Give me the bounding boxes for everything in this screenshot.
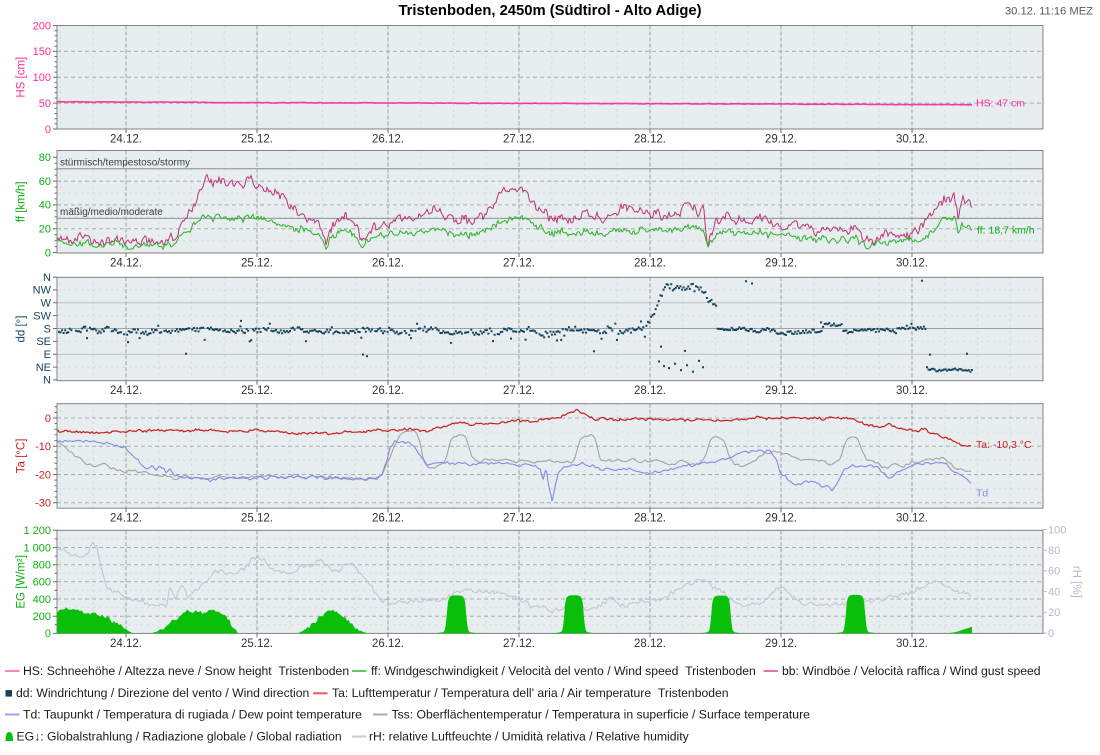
svg-text:24.12.: 24.12. [110, 258, 142, 270]
svg-text:ff: 18,7 km/h: ff: 18,7 km/h [977, 225, 1035, 237]
svg-text:NW: NW [33, 285, 52, 297]
svg-text:28.12.: 28.12. [634, 513, 666, 525]
svg-text:E: E [44, 349, 51, 361]
svg-text:24.12.: 24.12. [110, 513, 142, 525]
svg-text:27.12.: 27.12. [503, 385, 535, 397]
svg-text:HS [cm]: HS [cm] [16, 57, 28, 98]
svg-text:200: 200 [33, 611, 51, 623]
svg-text:1 000: 1 000 [23, 542, 51, 554]
svg-text:dd: Windrichtung / Direzione d: dd: Windrichtung / Direzione del vento /… [16, 686, 309, 700]
svg-text:60: 60 [1048, 566, 1060, 578]
svg-text:24.12.: 24.12. [110, 134, 142, 146]
svg-text:30.12.: 30.12. [896, 134, 928, 146]
svg-text:0: 0 [45, 124, 51, 136]
svg-text:27.12.: 27.12. [503, 638, 535, 650]
svg-text:N: N [43, 272, 51, 284]
svg-text:Tss: Oberflächentemperatur / T: Tss: Oberflächentemperatur / Temperatura… [392, 707, 811, 721]
svg-text:40: 40 [1048, 586, 1060, 598]
svg-text:26.12.: 26.12. [372, 513, 404, 525]
svg-text:Ta [°C]: Ta [°C] [16, 439, 28, 474]
svg-text:Td: Taupunkt / Temperatura di: Td: Taupunkt / Temperatura di rugiada / … [23, 707, 362, 721]
svg-text:Td: Td [976, 488, 988, 500]
svg-text:0: 0 [45, 247, 51, 259]
svg-text:80: 80 [1048, 545, 1060, 557]
svg-text:150: 150 [33, 46, 51, 58]
svg-text:HS: 47 cm: HS: 47 cm [976, 98, 1025, 110]
svg-text:30.12. 11:16 MEZ: 30.12. 11:16 MEZ [1005, 5, 1093, 17]
svg-text:30.12.: 30.12. [896, 258, 928, 270]
svg-text:24.12.: 24.12. [110, 638, 142, 650]
svg-text:0: 0 [45, 413, 51, 425]
svg-text:26.12.: 26.12. [372, 258, 404, 270]
svg-text:29.12.: 29.12. [765, 134, 797, 146]
svg-text:-10: -10 [35, 441, 51, 453]
svg-text:20: 20 [39, 224, 51, 236]
svg-text:27.12.: 27.12. [503, 134, 535, 146]
svg-text:rH [%]: rH [%] [1070, 566, 1082, 598]
svg-text:W: W [41, 298, 52, 310]
svg-text:27.12.: 27.12. [503, 513, 535, 525]
svg-text:Ta: -10,3 °C: Ta: -10,3 °C [976, 439, 1032, 451]
svg-text:Tristenboden, 2450m (Südtirol: Tristenboden, 2450m (Südtirol - Alto Adi… [398, 3, 701, 19]
svg-text:800: 800 [33, 560, 51, 572]
svg-text:28.12.: 28.12. [634, 385, 666, 397]
svg-text:0: 0 [1048, 628, 1054, 640]
svg-text:20: 20 [1048, 607, 1060, 619]
svg-text:N: N [43, 375, 51, 387]
svg-text:400: 400 [33, 594, 51, 606]
svg-text:ff: Windgeschwindigkeit / Velo: ff: Windgeschwindigkeit / Velocità del v… [371, 664, 756, 678]
svg-text:26.12.: 26.12. [372, 134, 404, 146]
svg-text:200: 200 [33, 20, 51, 32]
svg-text:SW: SW [33, 310, 51, 322]
svg-text:Ta: Lufttemperatur / Temperatu: Ta: Lufttemperatur / Temperatura dell' a… [332, 686, 729, 700]
svg-text:25.12.: 25.12. [241, 638, 273, 650]
svg-text:28.12.: 28.12. [634, 134, 666, 146]
svg-text:EG [W/m²]: EG [W/m²] [16, 555, 28, 609]
svg-text:80: 80 [39, 152, 51, 164]
svg-text:rH: relative Luftfeuchte / Umi: rH: relative Luftfeuchte / Umidità relat… [369, 729, 690, 743]
svg-text:29.12.: 29.12. [765, 385, 797, 397]
svg-text:-20: -20 [35, 469, 51, 481]
svg-text:27.12.: 27.12. [503, 258, 535, 270]
svg-text:25.12.: 25.12. [241, 385, 273, 397]
svg-text:1 200: 1 200 [23, 525, 51, 537]
svg-text:24.12.: 24.12. [110, 385, 142, 397]
svg-text:29.12.: 29.12. [765, 638, 797, 650]
svg-text:ff [km/h]: ff [km/h] [16, 181, 28, 222]
svg-text:100: 100 [1048, 524, 1066, 536]
svg-text:30.12.: 30.12. [896, 638, 928, 650]
svg-text:29.12.: 29.12. [765, 258, 797, 270]
svg-text:SE: SE [36, 336, 51, 348]
svg-text:0: 0 [45, 628, 51, 640]
svg-text:-30: -30 [35, 498, 51, 510]
svg-text:25.12.: 25.12. [241, 258, 273, 270]
svg-text:30.12.: 30.12. [896, 385, 928, 397]
svg-text:bb: Windböe / Velocità raffica: bb: Windböe / Velocità raffica / Wind gu… [782, 664, 1041, 678]
svg-text:S: S [44, 323, 51, 335]
svg-text:50: 50 [39, 98, 51, 110]
svg-text:26.12.: 26.12. [372, 385, 404, 397]
svg-text:stürmisch/tempestoso/stormy: stürmisch/tempestoso/stormy [60, 158, 190, 169]
svg-text:26.12.: 26.12. [372, 638, 404, 650]
svg-text:30.12.: 30.12. [896, 513, 928, 525]
svg-text:29.12.: 29.12. [765, 513, 797, 525]
svg-text:25.12.: 25.12. [241, 134, 273, 146]
svg-text:600: 600 [33, 577, 51, 589]
svg-text:dd [°]: dd [°] [16, 316, 28, 343]
svg-text:NE: NE [36, 362, 51, 374]
svg-text:mäßig/medio/moderate: mäßig/medio/moderate [60, 207, 163, 218]
svg-text:28.12.: 28.12. [634, 638, 666, 650]
svg-text:100: 100 [33, 72, 51, 84]
svg-text:EG↓: Globalstrahlung / Radiazi: EG↓: Globalstrahlung / Radiazione global… [17, 729, 342, 743]
svg-text:60: 60 [39, 176, 51, 188]
svg-text:28.12.: 28.12. [634, 258, 666, 270]
svg-text:25.12.: 25.12. [241, 513, 273, 525]
svg-text:HS: Schneehöhe / Altezza neve: HS: Schneehöhe / Altezza neve / Snow hei… [23, 664, 349, 678]
svg-text:40: 40 [39, 200, 51, 212]
